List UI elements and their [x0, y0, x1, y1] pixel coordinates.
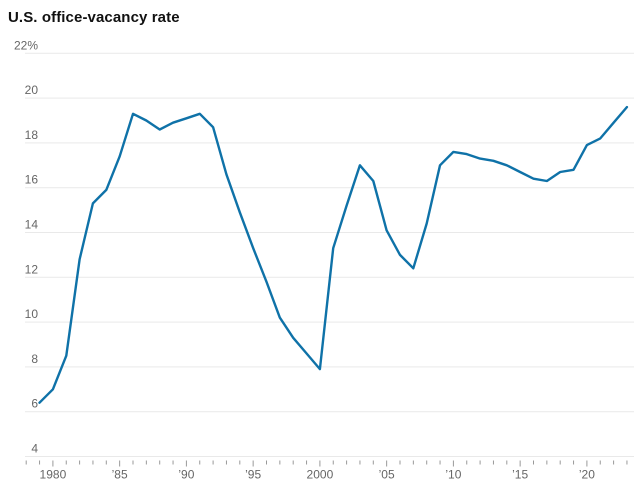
y-axis-label: 20: [25, 83, 39, 97]
x-axis-label: ’10: [445, 468, 461, 482]
y-axis-label: 10: [25, 307, 39, 321]
y-axis-label: 6: [31, 397, 38, 411]
x-axis-label: ’90: [178, 468, 194, 482]
x-axis-label: ’95: [245, 468, 261, 482]
y-axis-label: 18: [25, 128, 39, 142]
y-axis-label: 12: [25, 262, 39, 276]
y-axis-label: 4: [31, 442, 38, 456]
x-axis-label: 2000: [307, 468, 334, 482]
y-axis-label: 16: [25, 173, 39, 187]
x-axis-labels-group: 1980 ’85 ’90 ’95 2000 ’05 ’10 ’15 ’20: [40, 468, 596, 482]
y-axis-label: 14: [25, 218, 39, 232]
x-axis-label: ’85: [112, 468, 128, 482]
y-axis-label: 8: [31, 352, 38, 366]
x-axis-label: ’05: [379, 468, 395, 482]
x-axis-label: 1980: [40, 468, 67, 482]
x-axis-label: ’15: [512, 468, 528, 482]
x-axis-label: ’20: [579, 468, 595, 482]
vacancy-rate-line: [38, 105, 629, 404]
gridlines-group: [25, 52, 634, 457]
y-axis-label: 22%: [14, 38, 38, 52]
chart-title: U.S. office-vacancy rate: [8, 9, 180, 26]
series-group: [38, 105, 629, 404]
x-axis-ticks-group: [25, 460, 628, 467]
y-axis-labels-group: 22% 20 18 16 14 12 10 8 6 4: [14, 38, 38, 455]
